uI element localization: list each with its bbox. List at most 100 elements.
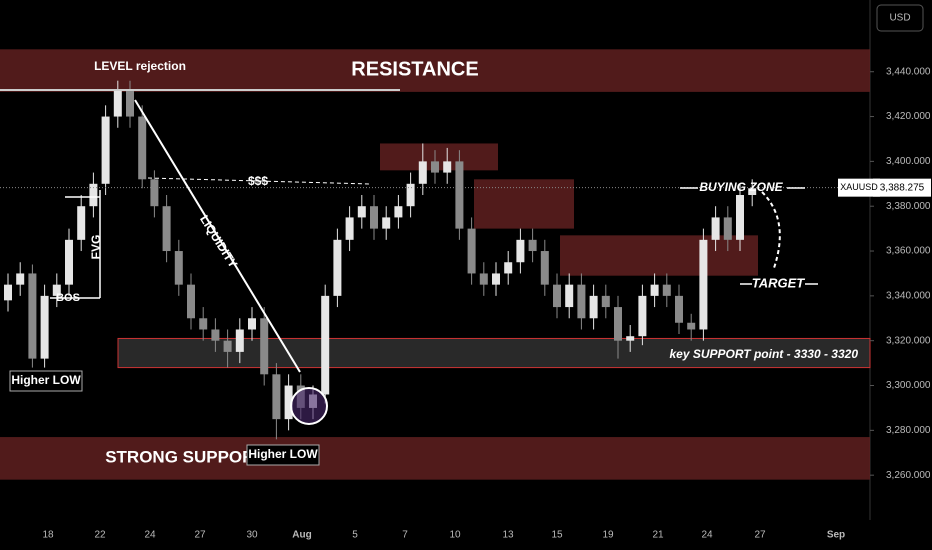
dollar-line — [147, 177, 371, 185]
candle-body — [345, 217, 354, 240]
candle-body — [492, 273, 500, 285]
candle-body — [577, 284, 586, 319]
zone — [474, 179, 574, 229]
y-tick-label: 3,380.000 — [886, 201, 931, 212]
candle-body — [614, 307, 622, 341]
candle-body — [174, 251, 183, 285]
candle-body — [479, 273, 488, 285]
candle-body — [126, 89, 134, 117]
candle-body — [52, 284, 61, 296]
candle-body — [65, 239, 73, 285]
x-tick-label: 10 — [449, 530, 461, 541]
annotation: TARGET — [752, 275, 806, 290]
candle-body — [431, 161, 439, 173]
x-tick-label: 15 — [551, 530, 563, 541]
annotation: BUYING ZONE — [699, 180, 783, 194]
candle-body — [723, 217, 732, 240]
candle-body — [711, 217, 720, 240]
annotation: Higher LOW — [248, 447, 318, 461]
target-arrow — [761, 191, 781, 269]
candle-body — [418, 161, 427, 184]
candle-body — [138, 116, 147, 180]
candle-body — [394, 206, 403, 218]
candle-body — [504, 262, 513, 274]
candle-body — [516, 239, 525, 263]
candle-body — [370, 206, 378, 229]
candle-body — [272, 374, 281, 420]
candle-body — [321, 295, 330, 395]
annotation: FVG — [89, 235, 103, 260]
candle-body — [28, 273, 37, 359]
x-tick-label: Sep — [827, 530, 845, 541]
x-tick-label: 24 — [144, 530, 156, 541]
y-tick-label: 3,400.000 — [886, 156, 931, 167]
x-tick-label: 18 — [42, 530, 54, 541]
annotation: LIQUIDITY — [197, 213, 240, 271]
candle-body — [211, 329, 220, 341]
candle-body — [443, 161, 452, 173]
candle-body — [455, 161, 464, 229]
candle-body — [382, 217, 391, 229]
candle-body — [528, 239, 537, 252]
zone-label: RESISTANCE — [351, 58, 478, 80]
x-tick-label: 27 — [754, 530, 766, 541]
annotation: LEVEL rejection — [94, 59, 186, 73]
zone-label: STRONG SUPPORT — [105, 447, 265, 466]
zone — [0, 437, 870, 480]
candle-body — [40, 295, 49, 359]
annotation: BOS — [56, 292, 80, 304]
annotation: Higher LOW — [11, 373, 81, 387]
currency: USD — [889, 13, 910, 24]
price-label: 3,388.275 — [880, 182, 925, 193]
y-tick-label: 3,360.000 — [886, 246, 931, 257]
x-tick-label: 21 — [652, 530, 664, 541]
candle-body — [601, 295, 610, 308]
y-tick-label: 3,300.000 — [886, 380, 931, 391]
candle-body — [235, 329, 244, 352]
candle-body — [357, 206, 366, 218]
highlight-circle — [290, 387, 328, 425]
x-tick-label: 19 — [602, 530, 614, 541]
candle-body — [248, 318, 256, 330]
candle-body — [284, 385, 293, 420]
candle-body — [89, 183, 98, 207]
candle-body — [162, 206, 171, 252]
symbol-tag — [838, 178, 880, 197]
y-tick-label: 3,280.000 — [886, 425, 931, 436]
x-tick-label: Aug — [292, 530, 311, 541]
candle-body — [113, 89, 122, 117]
price-tag — [873, 178, 931, 197]
zone — [0, 49, 870, 92]
symbol: XAUUSD — [840, 182, 878, 192]
candle-body — [736, 195, 744, 240]
candle-body — [333, 239, 342, 296]
liquidity-line — [134, 99, 301, 373]
candle-body — [626, 336, 635, 341]
x-tick-label: 22 — [94, 530, 106, 541]
annotation: $$$ — [248, 174, 268, 188]
candle-body — [4, 284, 12, 301]
candle-body — [687, 322, 696, 330]
x-tick-label: 30 — [246, 530, 258, 541]
label-box — [9, 370, 83, 392]
candle-body — [260, 318, 269, 375]
candle-body — [748, 188, 757, 195]
zone-label: key SUPPORT point - 3330 - 3320 — [669, 347, 858, 361]
candle-body — [77, 206, 86, 240]
candle-body — [150, 179, 159, 207]
candle-body — [101, 116, 110, 184]
y-tick-label: 3,320.000 — [886, 335, 931, 346]
candle-body — [540, 251, 549, 285]
zone — [560, 235, 758, 276]
x-tick-label: 27 — [194, 530, 206, 541]
candle-body — [662, 284, 671, 296]
x-tick-label: 5 — [352, 530, 358, 541]
candle-body — [406, 183, 415, 207]
candle-body — [223, 340, 232, 352]
y-tick-label: 3,440.000 — [886, 66, 931, 77]
x-tick-label: 13 — [502, 530, 514, 541]
y-tick-label: 3,340.000 — [886, 291, 931, 302]
x-tick-label: 24 — [701, 530, 713, 541]
label-box — [246, 444, 320, 466]
currency-box[interactable] — [876, 4, 924, 32]
